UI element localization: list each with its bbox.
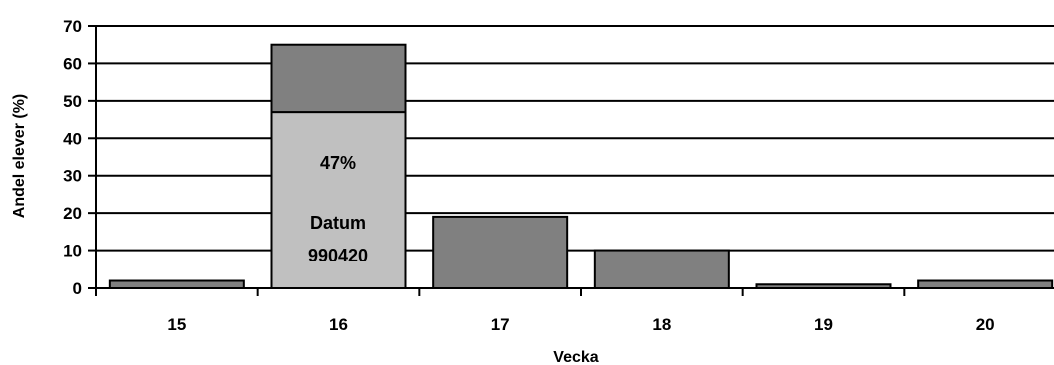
x-tick-label: 18 — [652, 315, 671, 334]
bar-17-segment-1 — [432, 215, 569, 289]
x-tick-label: 15 — [167, 315, 186, 334]
y-tick-labels: 0 10 20 30 40 50 60 70 — [63, 17, 82, 298]
y-tick-label: 60 — [63, 54, 82, 73]
bar-16-segment-0 — [270, 111, 407, 290]
gridlines — [96, 25, 1054, 252]
bar-annotation-percent: 47% — [320, 153, 356, 173]
bar-16-segment-1 — [270, 43, 407, 114]
bars — [108, 43, 1054, 290]
y-tick-label: 30 — [63, 167, 82, 186]
bar-annotation-date-value: 990420 — [308, 246, 368, 266]
x-tick-label: 20 — [976, 315, 995, 334]
y-axis-title: Andel elever (%) — [11, 94, 28, 218]
bar-annotation-date-label: Datum — [310, 213, 366, 233]
y-tick-label: 10 — [63, 242, 82, 261]
y-tick-label: 50 — [63, 92, 82, 111]
x-tick-label: 16 — [329, 315, 348, 334]
y-tick-label: 40 — [63, 129, 82, 148]
x-tick-labels: 15 16 17 18 19 20 — [167, 315, 994, 334]
bar-20-segment-1 — [917, 279, 1054, 289]
axes — [88, 25, 1054, 296]
y-tick-label: 0 — [73, 279, 82, 298]
x-tick-label: 17 — [491, 315, 510, 334]
x-tick-label: 19 — [814, 315, 833, 334]
y-tick-label: 70 — [63, 17, 82, 36]
x-axis-title: Vecka — [553, 349, 598, 365]
bar-18-segment-1 — [593, 249, 730, 289]
y-tick-label: 20 — [63, 204, 82, 223]
bar-15-segment-1 — [108, 279, 245, 289]
